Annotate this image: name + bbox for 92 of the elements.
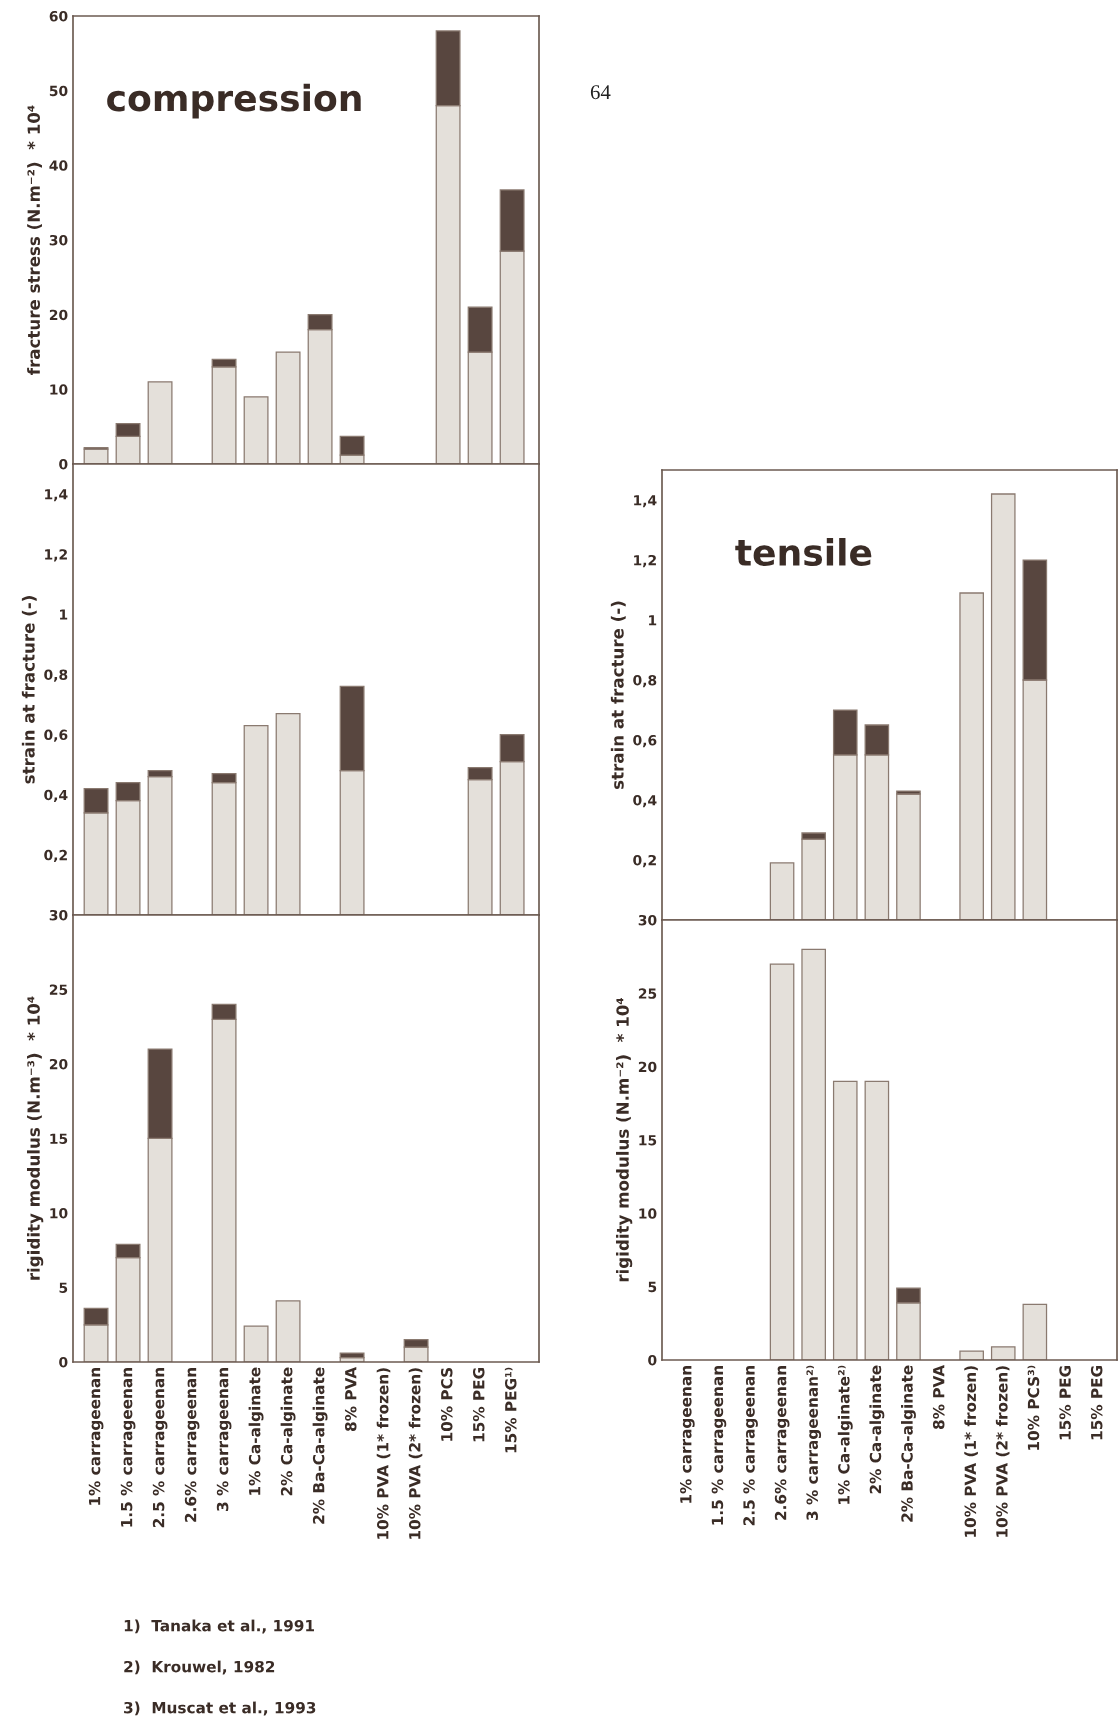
y-tick-label: 15	[50, 1133, 68, 1144]
bar	[275, 712, 301, 915]
y-tick-label: 1,2	[634, 554, 656, 568]
y-tick-label: 60	[49, 10, 68, 22]
bar	[832, 1080, 858, 1360]
x-tick-label: 3 % carrageenan	[216, 1368, 232, 1511]
x-tick-label: 2% Ca-alginate	[869, 1365, 885, 1494]
y-tick-label: 1	[649, 615, 657, 626]
y-tick-label: 0,4	[633, 794, 657, 808]
y-tick-label: 40	[49, 160, 68, 171]
x-tick-label: 1% carrageenan	[88, 1368, 104, 1505]
y-tick-label: 20	[49, 1058, 68, 1070]
y-tick-label: 1,2	[45, 549, 67, 562]
bar	[243, 1325, 269, 1362]
y-tick-label: 0,8	[44, 669, 68, 682]
y-tick-label: 0,4	[44, 789, 68, 802]
x-tick-label: 2.6% carrageenan	[774, 1366, 790, 1520]
bar	[275, 351, 301, 464]
bar	[769, 963, 795, 1360]
y-tick-label: 0	[59, 458, 68, 470]
y-tick-label: 0	[648, 1354, 657, 1366]
x-tick-label: 1% Ca-alginate	[248, 1367, 264, 1495]
y-tick-label: 30	[49, 234, 68, 246]
bar	[275, 1300, 301, 1362]
x-tick-label: 2.5 % carrageenan	[743, 1366, 758, 1526]
bar	[864, 1080, 890, 1360]
bar	[339, 1352, 365, 1359]
y-axis-title: strain at fracture (-)	[610, 601, 626, 789]
x-tick-label: 1.5 % carrageenan	[120, 1368, 136, 1527]
x-tick-label: 2% Ca-alginate	[280, 1367, 296, 1496]
bar	[243, 396, 269, 464]
x-tick-label: 10% PVA (2* frozen)	[408, 1368, 423, 1539]
y-tick-label: 10	[50, 384, 68, 395]
y-tick-label: 5	[648, 1281, 657, 1293]
text: 64	[590, 85, 611, 100]
x-tick-label: 2.6% carrageenan	[184, 1368, 200, 1522]
bar	[243, 724, 269, 915]
bar	[1022, 1303, 1048, 1360]
x-tick-label: 10% PVA (2* frozen)	[995, 1366, 1010, 1537]
y-tick-label: 25	[49, 984, 68, 995]
bar	[896, 793, 921, 920]
x-tick-label: 10% PVA (1* frozen)	[376, 1368, 391, 1539]
y-tick-label: 10	[50, 1207, 68, 1219]
y-tick-label: 0,2	[633, 854, 656, 868]
x-tick-label: 10% PCS³⁾	[1027, 1365, 1040, 1450]
y-tick-label: 0	[59, 1356, 68, 1368]
y-axis-title: fracture stress (N.m⁻²) * 10⁴	[27, 105, 42, 375]
x-tick-label: 8% PVA	[932, 1364, 945, 1429]
y-tick-label: 1,4	[45, 489, 68, 502]
x-tick-label: 15% PEG¹⁾	[504, 1367, 517, 1453]
x-tick-label: 10% PVA (1* frozen)	[964, 1366, 978, 1537]
bar	[959, 592, 984, 920]
y-tick-label: 30	[49, 909, 68, 921]
annotation: compression	[107, 83, 361, 119]
bar	[990, 1346, 1016, 1360]
text: 2) Krouwel, 1982	[124, 1660, 275, 1675]
text: 1) Tanaka et al., 1991	[124, 1619, 315, 1634]
x-tick-label: 1% Ca-alginate²⁾	[837, 1365, 853, 1504]
y-tick-label: 20	[638, 1061, 657, 1073]
x-tick-label: 15% PEG	[472, 1367, 485, 1442]
x-tick-label: 2% Ba-Ca-alginate	[901, 1365, 916, 1522]
y-tick-label: 25	[638, 988, 657, 999]
y-tick-label: 20	[49, 309, 68, 321]
x-tick-label: 2% Ba-Ca-alginate	[312, 1367, 328, 1524]
y-tick-label: 1,4	[634, 495, 657, 508]
y-tick-label: 15	[639, 1135, 657, 1146]
y-tick-label: 10	[639, 1208, 657, 1219]
y-tick-label: 30	[638, 914, 657, 926]
x-tick-label: 8% PVA	[344, 1366, 357, 1431]
y-axis-title: rigidity modulus (N.m⁻²) * 10⁴	[616, 997, 633, 1282]
y-tick-label: 0,6	[633, 734, 657, 748]
bar	[990, 493, 1016, 920]
bar	[147, 381, 173, 464]
y-tick-label: 5	[59, 1282, 68, 1293]
x-tick-label: 1% carrageenan	[680, 1366, 695, 1503]
bar	[801, 948, 826, 1360]
y-tick-label: 50	[49, 85, 68, 97]
y-tick-label: 1	[60, 609, 68, 620]
y-tick-label: 0,8	[633, 674, 657, 688]
x-tick-label: 3 % carrageenan²⁾	[806, 1365, 822, 1520]
text: 3) Muscat et al., 1993	[124, 1701, 316, 1716]
annotation: tensile	[735, 538, 872, 566]
x-tick-label: 15% PEG	[1090, 1365, 1103, 1440]
y-tick-label: 0,6	[44, 729, 68, 742]
x-tick-label: 1.5 % carrageenan	[711, 1366, 727, 1525]
x-tick-label: 10% PCS	[440, 1367, 453, 1441]
x-tick-label: 2.5 % carrageenan	[152, 1368, 168, 1528]
y-axis-title: rigidity modulus (N.m⁻³) * 10⁴	[27, 996, 44, 1280]
bar	[769, 862, 795, 920]
y-axis-title: strain at fracture (-)	[21, 596, 37, 784]
x-tick-label: 15% PEG	[1059, 1365, 1071, 1440]
y-tick-label: 0,2	[44, 849, 67, 863]
